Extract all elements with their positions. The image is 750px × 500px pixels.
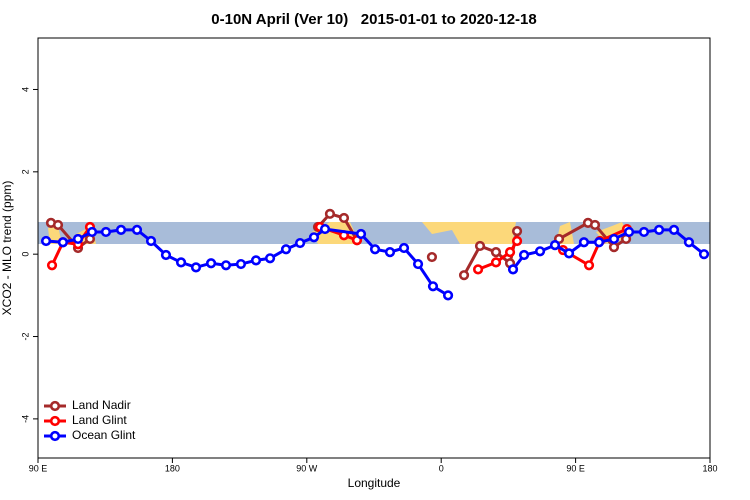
data-point xyxy=(338,212,350,224)
data-point xyxy=(412,258,424,270)
data-point xyxy=(653,224,665,235)
data-point xyxy=(220,260,232,271)
land-patch xyxy=(422,222,516,244)
data-point xyxy=(205,258,217,269)
data-point xyxy=(583,260,595,271)
data-point xyxy=(264,253,276,264)
legend-marker xyxy=(49,400,61,412)
data-point xyxy=(52,219,64,231)
data-point xyxy=(507,264,519,275)
x-tick-label: 180 xyxy=(702,463,717,473)
data-point xyxy=(100,226,112,238)
data-point xyxy=(563,248,575,259)
data-point xyxy=(608,242,620,253)
ocean-band xyxy=(38,222,710,244)
data-point xyxy=(369,244,381,255)
x-axis-label: Longitude xyxy=(348,476,401,490)
land-patch xyxy=(48,226,62,244)
data-point xyxy=(490,257,502,268)
data-point xyxy=(175,257,187,268)
data-point xyxy=(511,226,523,237)
data-point xyxy=(398,242,410,254)
data-point xyxy=(384,247,396,258)
data-point xyxy=(160,249,172,261)
legend-marker xyxy=(49,415,61,427)
y-tick-label: 4 xyxy=(20,87,30,92)
legend-label: Land Nadir xyxy=(72,398,131,412)
data-point xyxy=(698,249,710,260)
data-point xyxy=(235,258,247,270)
x-tick-label: 90 W xyxy=(296,463,318,473)
data-point xyxy=(638,226,650,238)
legend-marker xyxy=(49,430,61,442)
data-point xyxy=(668,224,680,235)
y-tick-label: 2 xyxy=(20,169,30,174)
data-point xyxy=(40,235,52,247)
chart-title: 0-10N April (Ver 10) 2015-01-01 to 2020-… xyxy=(211,11,536,28)
series-line xyxy=(50,212,627,276)
data-point xyxy=(57,237,69,248)
x-tick-label: 90 E xyxy=(566,463,585,473)
data-point xyxy=(319,223,331,235)
data-point xyxy=(355,228,367,240)
x-tick-label: 90 E xyxy=(29,463,48,473)
data-point xyxy=(518,249,530,261)
data-point xyxy=(46,260,58,271)
data-point xyxy=(474,240,486,252)
data-point xyxy=(608,233,620,245)
data-point xyxy=(86,226,98,238)
data-point xyxy=(324,208,336,219)
y-axis-label: XCO2 - MLO trend (ppm) xyxy=(0,181,14,316)
legend-label: Ocean Glint xyxy=(72,428,136,442)
data-point xyxy=(250,255,262,266)
data-point xyxy=(280,244,292,255)
data-point xyxy=(683,237,695,248)
data-point xyxy=(131,224,143,235)
data-point xyxy=(72,233,84,245)
data-point xyxy=(623,226,635,238)
y-tick-label: -4 xyxy=(20,415,30,423)
data-point xyxy=(593,237,605,248)
data-point xyxy=(426,251,438,263)
data-point xyxy=(511,235,523,247)
data-point xyxy=(115,224,127,235)
data-point xyxy=(190,262,202,273)
data-point xyxy=(308,232,320,243)
legend-label: Land Glint xyxy=(72,413,127,427)
data-point xyxy=(472,264,484,275)
y-tick-label: 0 xyxy=(20,252,30,257)
x-tick-label: 0 xyxy=(439,463,444,473)
data-point xyxy=(578,237,590,248)
data-point xyxy=(504,247,516,258)
plot-frame xyxy=(37,37,711,459)
data-point xyxy=(427,281,439,292)
data-point xyxy=(294,237,306,249)
data-point xyxy=(589,219,601,231)
data-point xyxy=(442,290,454,301)
y-tick-label: -2 xyxy=(20,333,30,341)
data-point xyxy=(458,270,470,281)
data-point xyxy=(145,235,157,247)
data-point xyxy=(534,246,546,257)
data-point xyxy=(549,240,561,251)
x-tick-label: 180 xyxy=(165,463,180,473)
data-point xyxy=(490,247,502,258)
